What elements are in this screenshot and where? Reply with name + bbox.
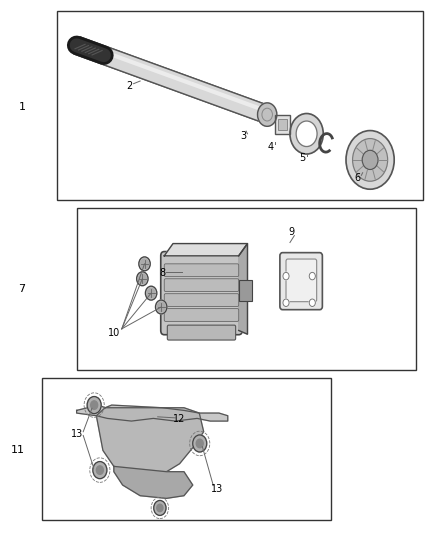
FancyBboxPatch shape bbox=[164, 309, 239, 321]
Text: 7: 7 bbox=[18, 285, 25, 294]
Circle shape bbox=[147, 288, 155, 298]
FancyBboxPatch shape bbox=[164, 264, 239, 277]
Text: 13: 13 bbox=[71, 430, 83, 439]
Circle shape bbox=[154, 500, 166, 515]
Text: 2: 2 bbox=[126, 82, 132, 91]
Circle shape bbox=[296, 121, 317, 147]
Text: 12: 12 bbox=[173, 415, 186, 424]
Circle shape bbox=[258, 103, 277, 126]
Circle shape bbox=[145, 286, 157, 300]
Circle shape bbox=[91, 401, 98, 409]
Polygon shape bbox=[77, 405, 228, 421]
Bar bbox=[278, 119, 287, 130]
Bar bbox=[239, 280, 252, 301]
Text: 8: 8 bbox=[159, 268, 165, 278]
Circle shape bbox=[290, 114, 323, 154]
Circle shape bbox=[155, 300, 167, 314]
Circle shape bbox=[93, 462, 107, 479]
Circle shape bbox=[196, 439, 203, 448]
Circle shape bbox=[141, 259, 148, 269]
FancyBboxPatch shape bbox=[161, 252, 242, 335]
Polygon shape bbox=[239, 244, 247, 334]
FancyBboxPatch shape bbox=[167, 325, 236, 340]
Circle shape bbox=[96, 466, 103, 474]
Circle shape bbox=[283, 272, 289, 280]
Circle shape bbox=[157, 302, 165, 312]
Circle shape bbox=[138, 274, 146, 284]
Circle shape bbox=[193, 435, 207, 452]
Text: 5: 5 bbox=[299, 154, 305, 163]
Bar bbox=[57, 11, 423, 200]
Text: 10: 10 bbox=[108, 328, 120, 338]
Text: 4: 4 bbox=[267, 142, 273, 152]
Bar bbox=[77, 208, 416, 370]
Bar bbox=[275, 115, 290, 134]
Circle shape bbox=[346, 131, 394, 189]
Circle shape bbox=[309, 299, 315, 306]
Polygon shape bbox=[114, 466, 193, 498]
Circle shape bbox=[139, 257, 150, 271]
Circle shape bbox=[283, 299, 289, 306]
FancyBboxPatch shape bbox=[286, 259, 317, 302]
Circle shape bbox=[87, 397, 101, 414]
Circle shape bbox=[362, 150, 378, 169]
Text: 9: 9 bbox=[288, 228, 294, 237]
Bar bbox=[42, 378, 331, 520]
FancyBboxPatch shape bbox=[164, 279, 239, 292]
Polygon shape bbox=[164, 244, 247, 256]
Text: 11: 11 bbox=[11, 446, 25, 455]
Text: 3: 3 bbox=[240, 132, 246, 141]
FancyBboxPatch shape bbox=[164, 294, 239, 306]
Circle shape bbox=[157, 504, 163, 512]
Circle shape bbox=[137, 272, 148, 286]
Circle shape bbox=[309, 272, 315, 280]
Polygon shape bbox=[96, 408, 204, 472]
FancyBboxPatch shape bbox=[280, 253, 322, 310]
Text: 1: 1 bbox=[18, 102, 25, 111]
Text: 6: 6 bbox=[354, 173, 360, 183]
Text: 13: 13 bbox=[211, 484, 223, 494]
Circle shape bbox=[353, 139, 388, 181]
